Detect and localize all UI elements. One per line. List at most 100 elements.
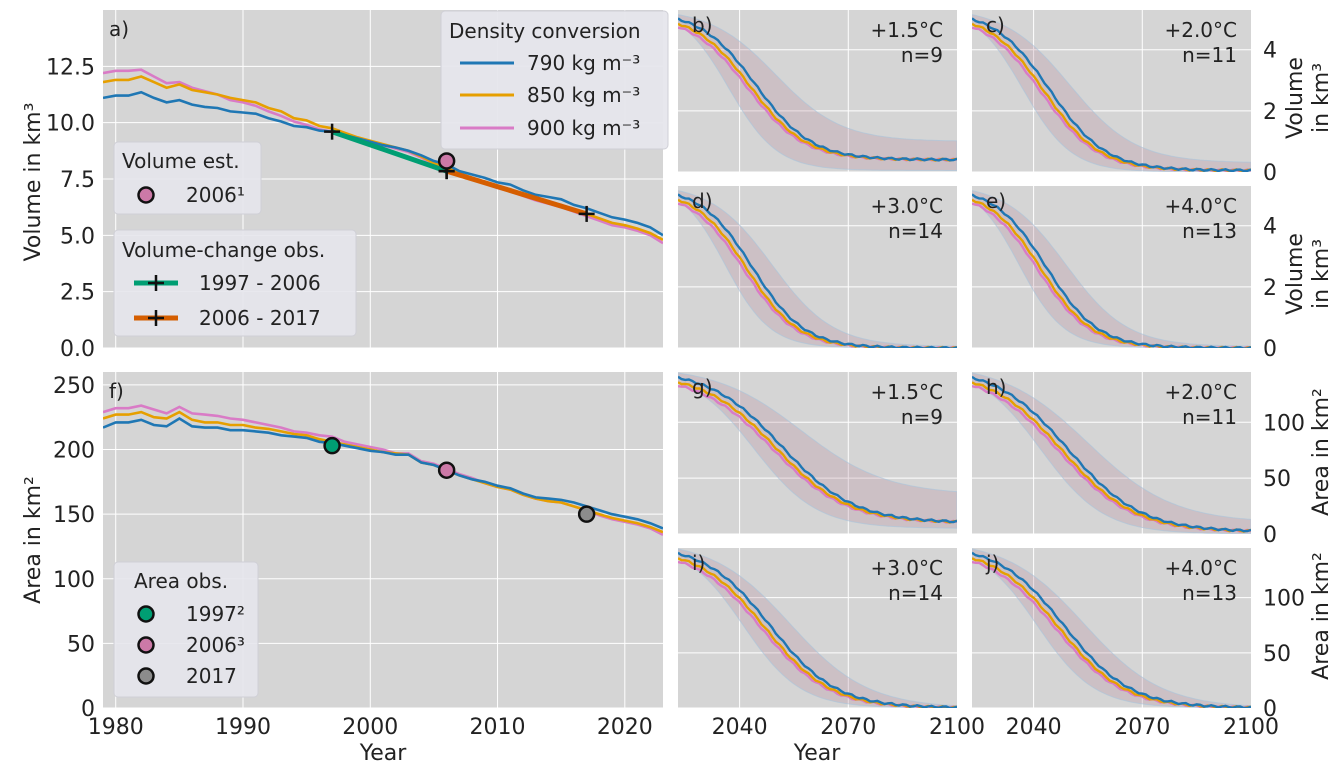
x-tick-label: 2070: [820, 715, 876, 740]
legend-title: Density conversion: [449, 19, 641, 43]
legend-item-label: 2006 - 2017: [199, 306, 321, 330]
area-obs-marker: [437, 461, 456, 479]
x-tick-label: 2100: [1223, 715, 1279, 740]
panel-background: [678, 186, 957, 348]
legend-density: Density conversion 790 kg m⁻³ 850 kg m⁻³ 90…: [440, 10, 669, 150]
area-obs-marker: [323, 436, 341, 455]
legend-marker: [137, 605, 155, 623]
series-line-0: [972, 17, 1251, 172]
scenario-label: +2.0°C: [1164, 18, 1237, 42]
panel-label: c): [986, 13, 1005, 37]
series-line-0: [103, 90, 663, 237]
series-group: [678, 14, 957, 171]
x-tick-label: 2020: [597, 715, 653, 740]
legend-item-label: 1997 - 2006: [199, 271, 321, 295]
y-tick-label: 0.0: [60, 337, 95, 362]
y-axis-label-right: Volume: [1283, 233, 1308, 315]
legend-marker: [137, 667, 155, 685]
panel-e-projection: e) +4.0°Cn=13 0 2 4: [972, 186, 1277, 362]
y-tick-label: 4: [1263, 39, 1277, 64]
scenario-label: +3.0°C: [870, 556, 943, 580]
y-tick-label: 50: [1263, 467, 1291, 492]
series-group: [972, 548, 1251, 708]
series-line-0: [972, 193, 1251, 348]
uncertainty-band: [678, 14, 957, 171]
panel-a-volume-history: 0.02.55.07.510.012.5a)Volume est.2006¹Vo…: [46, 10, 669, 362]
ensemble-count: n=9: [901, 43, 943, 67]
y-tick-label: 2: [1263, 100, 1277, 125]
y-tick-label: 0: [81, 697, 95, 722]
series-line-0: [972, 551, 1251, 708]
y-axis-label-right: in km³: [1309, 239, 1334, 309]
y-tick-label: 50: [1263, 642, 1291, 667]
legend-item-label: 2006³: [186, 633, 245, 657]
series-group: [972, 372, 1251, 534]
legend-title: Volume-change obs.: [122, 238, 325, 262]
ensemble-count: n=14: [888, 219, 943, 243]
y-axis-label-right: Area in km²: [1309, 552, 1334, 680]
ensemble-count: n=9: [901, 405, 943, 429]
uncertainty-band: [972, 372, 1251, 534]
legend-item-label: 900 kg m⁻³: [527, 116, 640, 140]
ensemble-count: n=11: [1182, 43, 1237, 67]
scenario-label: +1.5°C: [870, 380, 943, 404]
panel-c-projection: c) +2.0°Cn=11 0 2 4: [972, 10, 1277, 186]
y-tick-label: 50: [67, 632, 95, 657]
panel-b-projection: b) +1.5°Cn=9: [678, 10, 957, 173]
x-tick-label: 1990: [215, 715, 271, 740]
x-tick-label: 2000: [342, 715, 398, 740]
panel-background: [972, 186, 1251, 348]
y-tick-label: 0: [1263, 337, 1277, 362]
legend-item-label: 2006¹: [186, 183, 245, 207]
x-tick-label: 2010: [470, 715, 526, 740]
panel-label: e): [986, 189, 1006, 213]
x-axis-label: Year: [359, 741, 408, 766]
panel-j-projection: j) +4.0°Cn=13 0 50 100 2040 2070 2100: [972, 548, 1305, 740]
panel-label: b): [692, 13, 713, 37]
series-group: [678, 190, 957, 348]
x-axis-label: Year: [793, 741, 842, 766]
x-tick-label: 2040: [712, 715, 768, 740]
y-tick-label: 10.0: [46, 112, 95, 137]
scenario-label: +4.0°C: [1164, 556, 1237, 580]
legend-volume-change: Volume-change obs. 1997 - 2006 2006 - 2017: [113, 229, 357, 337]
series-group: [972, 14, 1251, 172]
series-line-0: [972, 375, 1251, 533]
scenario-label: +4.0°C: [1164, 194, 1237, 218]
y-tick-label: 12.5: [46, 55, 95, 80]
series-line-1: [972, 198, 1251, 348]
y-tick-label: 150: [53, 503, 95, 528]
panel-background: [972, 372, 1251, 534]
ensemble-count: n=13: [1182, 581, 1237, 605]
legend-area-obs: Area obs. 1997² 2006³ 2017: [113, 561, 259, 698]
y-axis-label: Area in km²: [21, 476, 46, 604]
volume-change-line: [331, 129, 448, 174]
legend-item-label: 2017: [186, 664, 237, 688]
panel-background: [972, 10, 1251, 172]
y-tick-label: 4: [1263, 215, 1277, 240]
legend-item-label: 850 kg m⁻³: [527, 83, 640, 107]
y-axis-label-right: Volume: [1283, 57, 1308, 139]
scenario-label: +1.5°C: [870, 18, 943, 42]
legend-box: [113, 561, 259, 698]
series-group: [103, 404, 663, 536]
legend-title: Volume est.: [122, 149, 240, 173]
panel-i-projection: i) +3.0°Cn=14 2040 2070 2100: [678, 548, 985, 740]
series-line-0: [678, 375, 957, 524]
x-tick-label: 2070: [1114, 715, 1170, 740]
x-tick-label: 2040: [1006, 715, 1062, 740]
uncertainty-band: [972, 14, 1251, 172]
legend-item-label: 1997²: [186, 602, 245, 626]
series-group: [678, 548, 957, 708]
ensemble-count: n=13: [1182, 219, 1237, 243]
panel-background: [678, 372, 957, 534]
y-tick-label: 0: [1263, 523, 1277, 548]
panel-f-area-history: 0 50 100 150 200 250 1980 1990 2000 2010 2020 f) Are…: [53, 372, 663, 740]
panel-label: d): [692, 189, 713, 213]
legend-item-label: 790 kg m⁻³: [527, 51, 640, 75]
y-tick-label: 5.0: [60, 224, 95, 249]
scenario-label: +3.0°C: [870, 194, 943, 218]
volume-est-marker: [437, 152, 456, 170]
panel-label: j): [985, 551, 999, 575]
